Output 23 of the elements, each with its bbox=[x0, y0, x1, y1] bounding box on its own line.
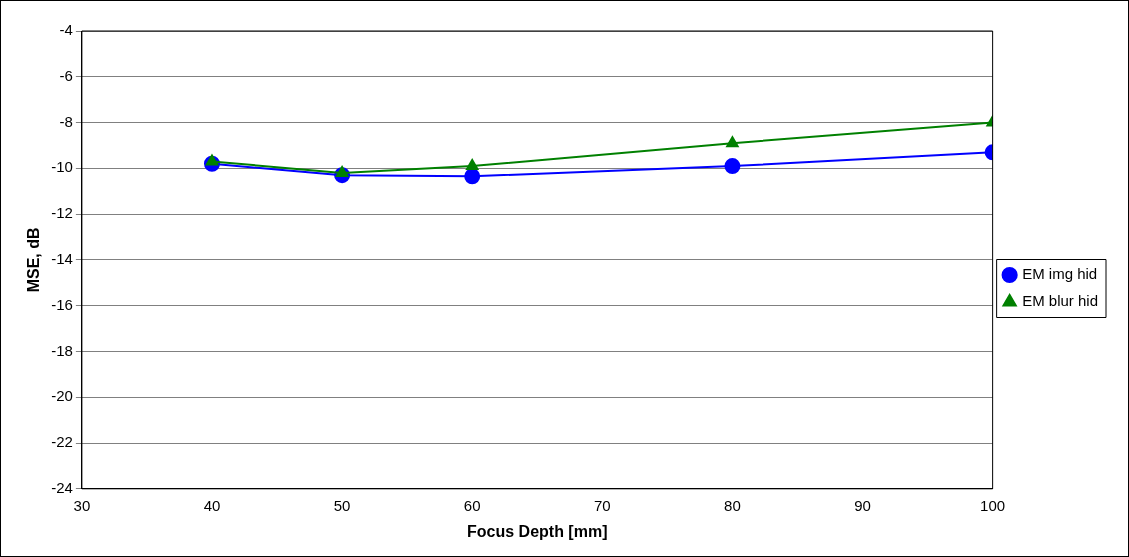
x-tick-label: 50 bbox=[333, 496, 351, 514]
y-tick-label: -6 bbox=[59, 66, 73, 84]
y-tick-label: -20 bbox=[51, 387, 73, 405]
y-tick-label: -16 bbox=[51, 295, 73, 313]
x-tick-label: 40 bbox=[203, 496, 221, 514]
legend-label: EM img hid bbox=[1022, 265, 1098, 283]
y-tick-label: -22 bbox=[51, 433, 73, 451]
x-tick-label: 90 bbox=[854, 496, 871, 514]
legend-label: EM blur hid bbox=[1022, 292, 1099, 310]
x-tick-label: 80 bbox=[724, 496, 741, 514]
x-tick-label: 70 bbox=[593, 496, 611, 514]
y-tick-label: -4 bbox=[59, 21, 73, 39]
y-tick-label: -18 bbox=[51, 341, 73, 359]
x-tick-label: 60 bbox=[463, 496, 481, 514]
y-tick-label: -12 bbox=[51, 204, 73, 222]
x-tick-label: 100 bbox=[980, 496, 1006, 514]
x-axis-title: Focus Depth [mm] bbox=[467, 522, 608, 540]
y-axis-title: MSE, dB bbox=[25, 227, 43, 293]
y-tick-label: -24 bbox=[51, 478, 73, 496]
x-tick-label: 30 bbox=[73, 496, 91, 514]
y-tick-label: -10 bbox=[51, 158, 73, 176]
y-tick-label: -8 bbox=[59, 112, 73, 130]
y-tick-label: -14 bbox=[51, 250, 73, 268]
